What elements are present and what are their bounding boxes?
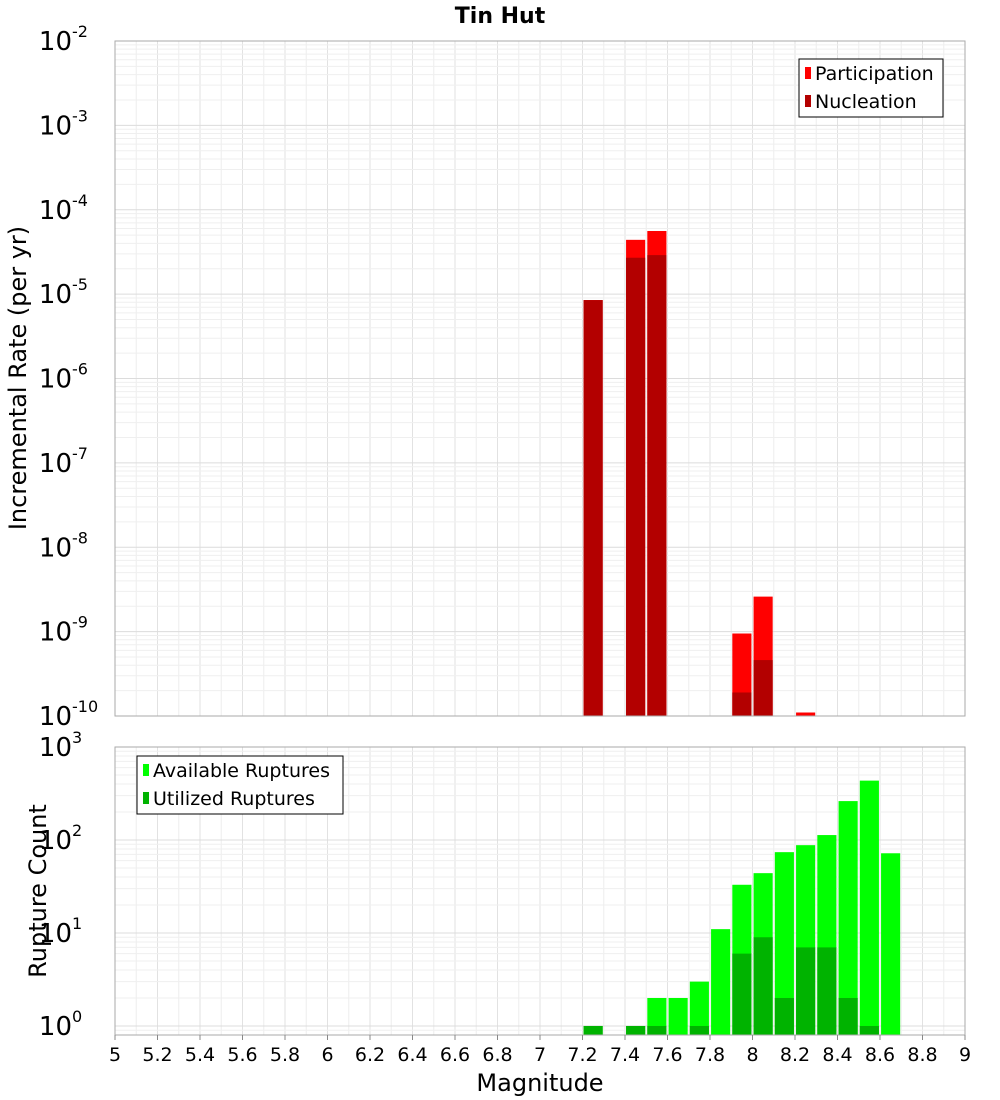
y-tick-label: 10 [39,826,72,856]
count-bar-utilized-ruptures [774,997,794,1035]
y-tick-exponent: -3 [72,106,88,125]
rate-bar-nucleation [626,257,646,716]
y-tick-exponent: -10 [72,697,98,716]
count-bar-available-ruptures [647,997,667,1035]
y-tick-label: 10 [39,919,72,949]
x-tick-label: 6.2 [355,1044,385,1066]
y-tick-label: 10 [39,365,72,395]
x-tick-label: 7.8 [695,1044,725,1066]
count-legend: Available Ruptures Utilized Ruptures [136,755,344,815]
x-tick-label: 5.4 [185,1044,215,1066]
y-tick-exponent: 0 [72,1007,82,1026]
count-bar-available-ruptures [774,852,794,1035]
legend-swatch [805,95,811,107]
x-axis-label: Magnitude [476,1069,603,1097]
y-tick-exponent: -8 [72,528,88,547]
count-y-axis-label: Rupture Count [24,804,52,978]
legend-label: Nucleation [815,91,917,113]
x-tick-label: 8.8 [907,1044,937,1066]
x-tick-label: 5.8 [270,1044,300,1066]
x-tick-label: 8.6 [865,1044,895,1066]
count-bar-utilized-ruptures [626,1025,646,1035]
count-bar-utilized-ruptures [647,1025,667,1035]
x-tick-label: 6.8 [482,1044,512,1066]
rate-bars [583,230,816,716]
rate-legend: Participation Nucleation [798,58,944,118]
y-tick-label: 10 [39,533,72,563]
x-tick-label: 7.2 [567,1044,597,1066]
legend-box [798,58,944,118]
count-bar-utilized-ruptures [817,947,837,1035]
x-tick-label: 9 [959,1044,971,1066]
legend-swatch [143,792,149,804]
count-bar-available-ruptures [668,997,688,1035]
y-tick-label: 10 [39,280,72,310]
count-bar-utilized-ruptures [838,997,858,1035]
count-bar-available-ruptures [881,853,901,1035]
rate-y-axis-label: Incremental Rate (per yr) [4,226,32,530]
rate-bar-nucleation [753,660,773,716]
y-tick-exponent: -9 [72,613,88,632]
count-bar-utilized-ruptures [753,937,773,1035]
rate-bar-nucleation [647,255,667,716]
y-tick-exponent: -6 [72,360,88,379]
x-tick-label: 8 [746,1044,758,1066]
y-tick-label: 10 [39,196,72,226]
rate-y-ticks: 10-210-310-410-510-610-710-810-910-10 [39,22,98,732]
legend-swatch [143,764,149,776]
y-tick-label: 10 [39,27,72,57]
x-tick-label: 5 [109,1044,121,1066]
y-tick-label: 10 [39,702,72,732]
x-tick-label: 5.2 [142,1044,172,1066]
rate-bar-nucleation [583,300,603,716]
y-tick-exponent: -5 [72,275,88,294]
y-tick-label: 10 [39,1012,72,1042]
x-tick-label: 8.2 [780,1044,810,1066]
count-bar-utilized-ruptures [732,953,752,1035]
count-bar-available-ruptures [838,801,858,1035]
x-tick-label: 6.4 [397,1044,427,1066]
rate-plot-frame [114,40,966,717]
y-tick-label: 10 [39,111,72,141]
count-bar-utilized-ruptures [796,947,816,1035]
y-tick-exponent: -7 [72,444,88,463]
y-tick-exponent: 3 [72,728,82,747]
x-tick-label: 5.6 [227,1044,257,1066]
legend-swatch [805,67,811,79]
rate-bar-participation [796,712,816,716]
x-tick-label: 6 [321,1044,333,1066]
count-bar-available-ruptures [859,780,879,1035]
count-bar-utilized-ruptures [859,1025,879,1035]
rate-panel: 10-210-310-410-510-610-710-810-910-10 In… [4,22,966,732]
rate-grid [114,41,966,717]
y-tick-exponent: 1 [72,914,82,933]
rate-bar-nucleation [732,692,752,716]
count-bar-available-ruptures [711,929,731,1035]
count-bar-utilized-ruptures [583,1025,603,1035]
x-tick-label: 7.6 [652,1044,682,1066]
y-tick-exponent: -2 [72,22,88,41]
legend-box [136,755,344,815]
y-tick-label: 10 [39,449,72,479]
x-tick-label: 7.4 [610,1044,640,1066]
count-bars [583,780,901,1035]
y-tick-label: 10 [39,618,72,648]
magnitude-x-ticks: 5 5.2 5.4 5.6 5.8 6 6.2 6.4 6.6 6.8 7 7.2 7.4 7.6 7.8 8… [109,1035,971,1066]
legend-label: Utilized Ruptures [153,788,315,810]
count-bar-available-ruptures [689,981,709,1035]
legend-label: Participation [815,63,934,85]
y-tick-exponent: -4 [72,191,88,210]
y-tick-label: 10 [39,733,72,763]
legend-label: Available Ruptures [153,760,330,782]
x-tick-label: 7 [534,1044,546,1066]
y-tick-exponent: 2 [72,821,82,840]
x-tick-label: 8.4 [822,1044,852,1066]
x-tick-label: 6.6 [440,1044,470,1066]
count-bar-utilized-ruptures [689,1025,709,1035]
chart-title: Tin Hut [455,4,546,29]
